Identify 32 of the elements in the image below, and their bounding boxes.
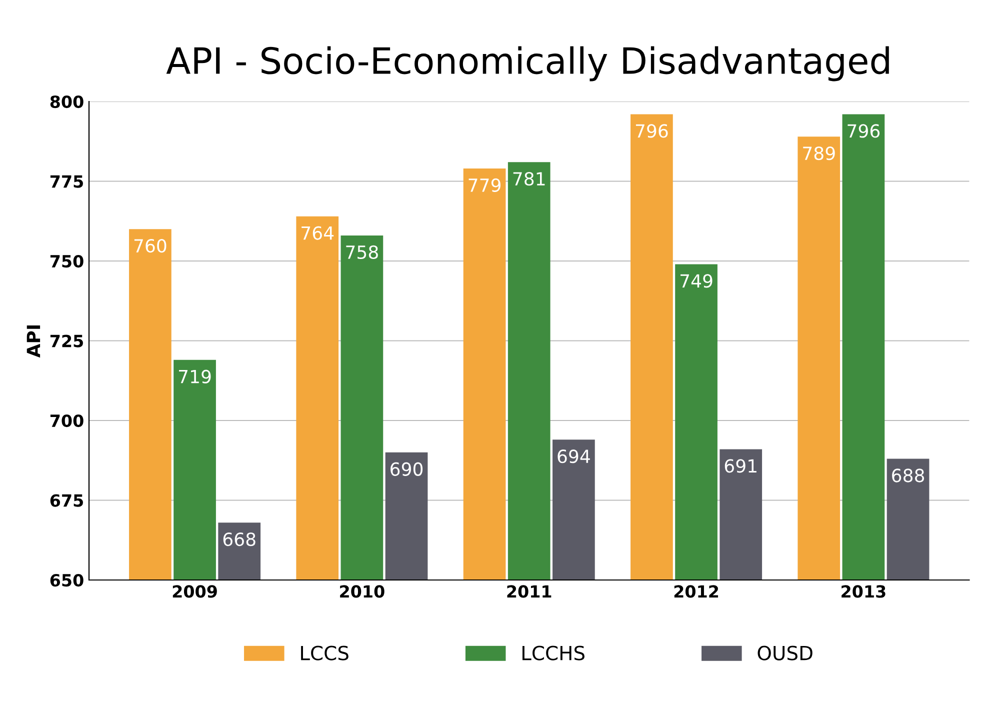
data-label: 760 bbox=[134, 238, 166, 253]
legend-label: LCCHS bbox=[522, 646, 584, 660]
y-tick-label: 675 bbox=[50, 494, 83, 507]
y-tick-label: 700 bbox=[50, 414, 84, 428]
data-label: 796 bbox=[848, 124, 880, 138]
data-label: 691 bbox=[724, 459, 756, 473]
data-label: 694 bbox=[558, 450, 590, 464]
data-label: 779 bbox=[468, 178, 500, 192]
y-tick-label: 650 bbox=[50, 574, 84, 587]
data-label: 789 bbox=[803, 146, 835, 160]
x-tick-label: 2012 bbox=[674, 585, 718, 598]
y-tick-label: 725 bbox=[50, 334, 83, 348]
data-label: 719 bbox=[179, 370, 211, 384]
data-label: 758 bbox=[346, 245, 378, 260]
y-axis-title: API bbox=[26, 325, 40, 358]
x-tick-label: 2013 bbox=[842, 585, 886, 598]
y-tick-label: 800 bbox=[50, 95, 84, 108]
data-label: 749 bbox=[680, 274, 712, 288]
data-label: 690 bbox=[390, 462, 423, 476]
legend-label: LCCS bbox=[301, 646, 348, 660]
x-tick-label: 2010 bbox=[340, 585, 384, 598]
legend-label: OUSD bbox=[758, 646, 812, 660]
data-label: 764 bbox=[302, 226, 334, 240]
x-tick-label: 2011 bbox=[507, 585, 552, 598]
y-tick-label: 775 bbox=[50, 175, 83, 188]
data-label: 781 bbox=[513, 172, 545, 186]
x-tick-label: 2009 bbox=[172, 585, 217, 598]
data-label: 688 bbox=[892, 468, 924, 482]
data-label: 668 bbox=[223, 532, 256, 546]
y-tick-label: 750 bbox=[50, 254, 84, 268]
chart-title: API - Socio-Economically Disadvantaged bbox=[166, 46, 889, 82]
data-label: 796 bbox=[636, 124, 668, 138]
